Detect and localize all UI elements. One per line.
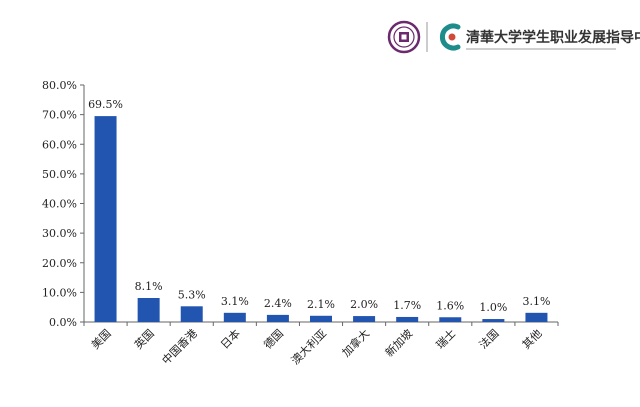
category-label: 加拿大	[339, 326, 372, 359]
y-axis-ticks: 0.0% 10.0% 20.0% 30.0% 40.0% 50.0% 60.0% 70.0% 8…	[42, 79, 84, 329]
header-logos: 清華大学学生职业发展指导中心	[387, 20, 640, 54]
bar	[439, 317, 462, 322]
y-tick-label: 30.0%	[42, 227, 77, 240]
university-seal-icon	[387, 20, 421, 54]
bars	[94, 116, 548, 322]
category-label: 德国	[261, 326, 286, 351]
data-label: 1.6%	[436, 299, 464, 312]
y-tick-label: 10.0%	[42, 286, 77, 299]
bar	[310, 315, 332, 322]
career-center-logo-icon	[439, 23, 461, 51]
y-tick-label: 40.0%	[42, 198, 77, 211]
bar	[223, 312, 246, 322]
x-axis-categories: 美国 英国 中国香港 日本 德国 澳大利亚 加拿大 新加坡 瑞士 法国 其他	[89, 326, 545, 367]
data-labels: 69.5% 8.1% 5.3% 3.1% 2.4% 2.1% 2.0% 1.7% 1.6% 1.0…	[88, 98, 550, 314]
y-tick-label: 60.0%	[42, 138, 77, 151]
bar	[525, 312, 548, 322]
bar	[94, 116, 117, 322]
data-label: 2.1%	[307, 298, 335, 311]
data-label: 3.1%	[522, 295, 550, 308]
bar	[180, 306, 203, 322]
category-label: 瑞士	[433, 326, 458, 351]
data-label: 2.0%	[350, 298, 378, 311]
y-tick-label: 20.0%	[42, 257, 77, 270]
bar	[137, 298, 160, 322]
data-label: 2.4%	[264, 297, 292, 310]
category-label: 澳大利亚	[288, 326, 329, 367]
y-tick-label: 70.0%	[42, 109, 77, 122]
bar	[482, 319, 505, 322]
bar	[353, 316, 376, 322]
category-label: 美国	[89, 327, 114, 352]
category-label: 日本	[217, 326, 242, 351]
bar	[266, 314, 289, 322]
org-name: 清華大学学生职业发展指导中心	[466, 29, 640, 46]
category-label: 中国香港	[160, 327, 200, 367]
data-label: 3.1%	[221, 295, 249, 308]
data-label: 5.3%	[178, 288, 206, 301]
category-label: 法国	[476, 326, 501, 351]
category-label: 新加坡	[382, 326, 415, 359]
org-subtitle-decoration	[466, 48, 616, 50]
data-label: 69.5%	[88, 98, 123, 111]
category-label: 英国	[131, 326, 156, 351]
bar	[396, 316, 419, 322]
category-label: 其他	[520, 327, 545, 352]
data-label: 1.7%	[393, 299, 421, 312]
y-tick-label: 80.0%	[42, 79, 77, 92]
y-tick-label: 50.0%	[42, 168, 77, 181]
data-label: 8.1%	[135, 280, 163, 293]
data-label: 1.0%	[479, 301, 507, 314]
y-tick-label: 0.0%	[49, 316, 77, 329]
